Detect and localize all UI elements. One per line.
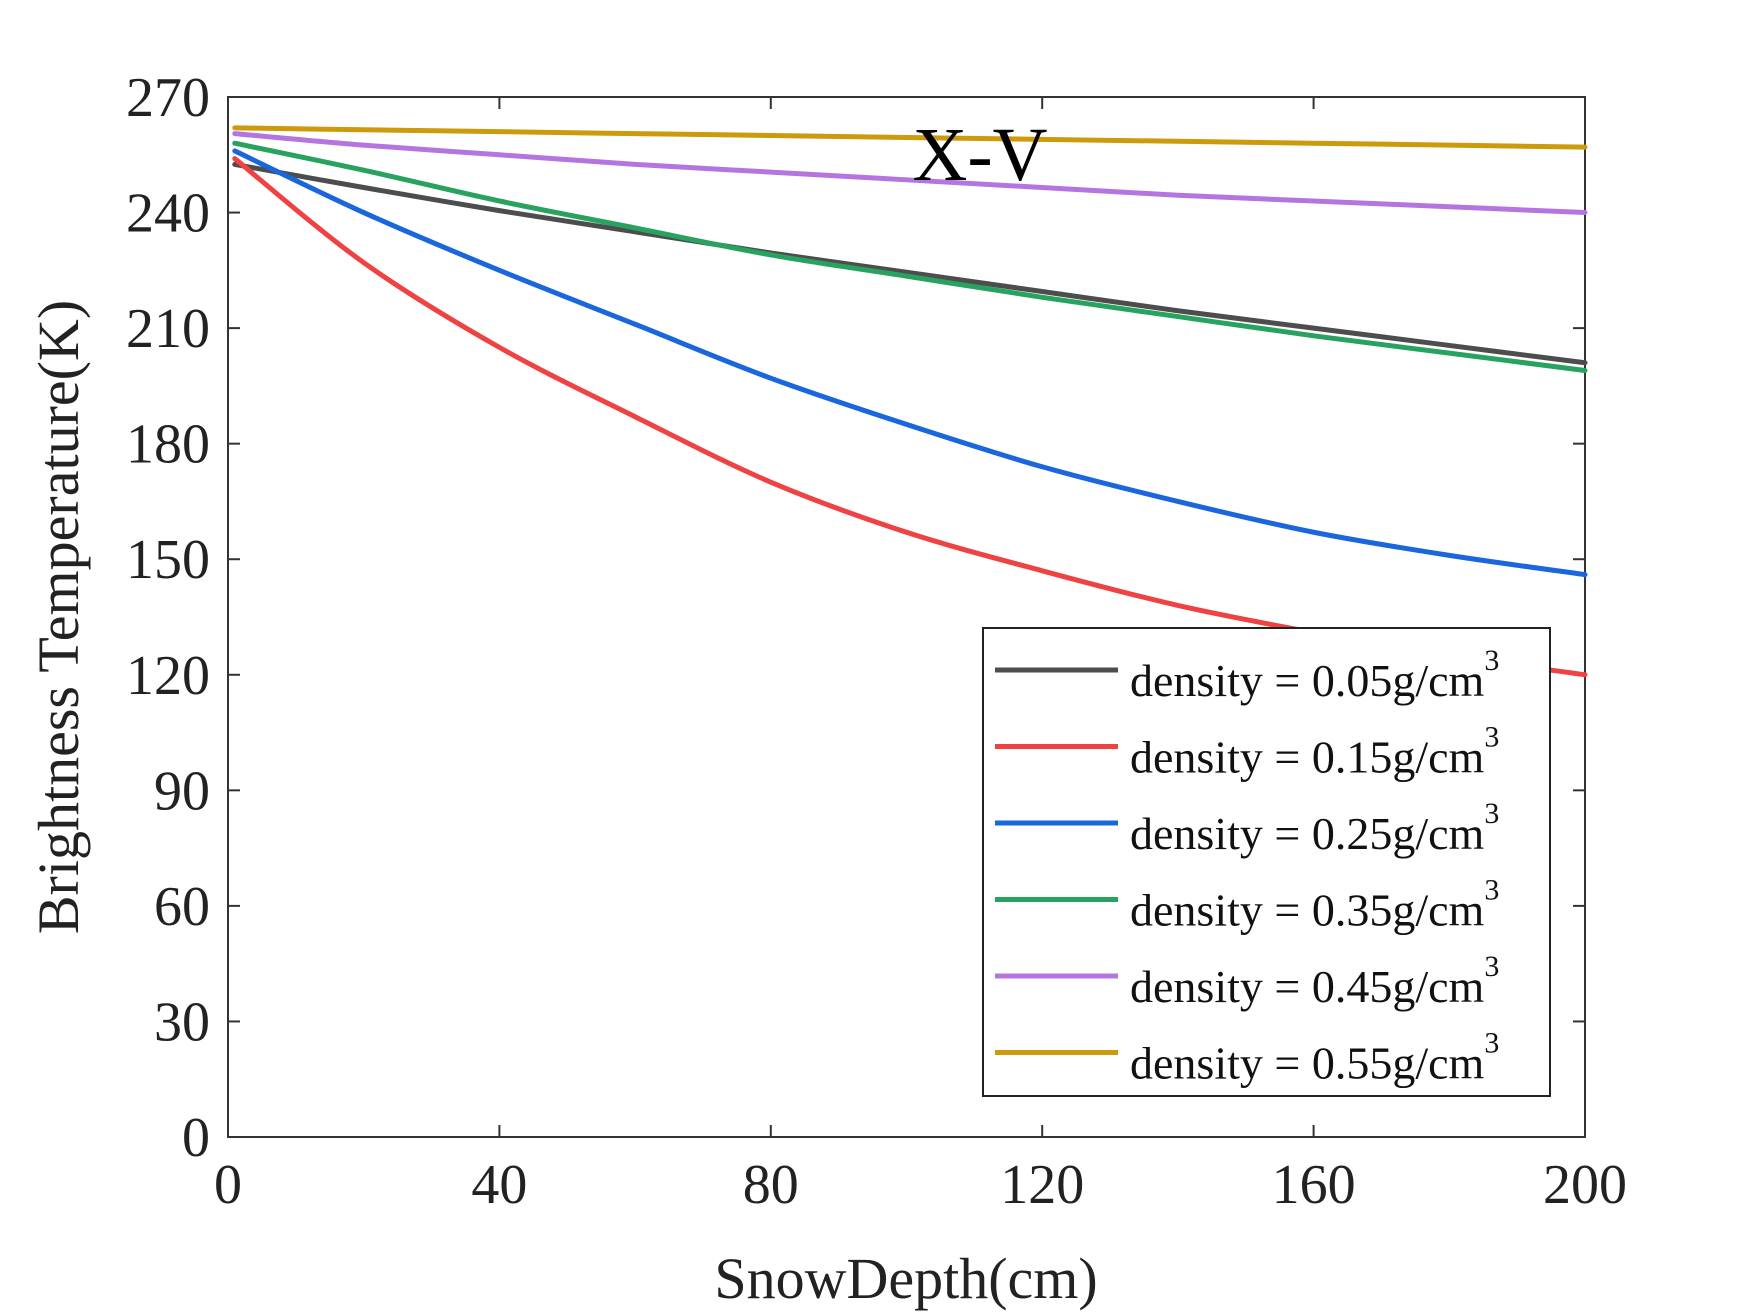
legend-label-text: density = 0.55g/cm [1130, 1038, 1485, 1089]
y-tick-label: 120 [126, 645, 210, 707]
y-tick-label: 180 [126, 414, 210, 476]
x-tick-label: 80 [743, 1154, 799, 1216]
series-line-3 [232, 140, 1588, 373]
legend-label-superscript: 3 [1484, 721, 1499, 754]
y-tick-label: 150 [126, 529, 210, 591]
legend-label-text: density = 0.25g/cm [1130, 808, 1485, 859]
x-tick-label: 200 [1543, 1154, 1627, 1216]
legend-label-text: density = 0.45g/cm [1130, 961, 1485, 1012]
legend-label-0: density = 0.05g/cm3 [1130, 644, 1499, 706]
y-tick-label: 270 [126, 67, 210, 129]
x-tick-label: 160 [1272, 1154, 1356, 1216]
y-tick-label: 240 [126, 183, 210, 245]
chart-annotation: X-V [912, 113, 1047, 197]
y-axis-title: Brightness Temperature(K) [26, 300, 91, 934]
legend-label-1: density = 0.15g/cm3 [1130, 721, 1499, 783]
legend-label-superscript: 3 [1484, 797, 1499, 830]
y-tick-label: 210 [126, 298, 210, 360]
legend-box [982, 627, 1551, 1097]
legend-label-2: density = 0.25g/cm3 [1130, 797, 1499, 859]
legend-label-text: density = 0.15g/cm [1130, 732, 1485, 783]
series-line-4 [232, 131, 1588, 216]
legend-label-superscript: 3 [1484, 1027, 1499, 1060]
y-tick-label: 60 [154, 876, 210, 938]
legend-label-4: density = 0.45g/cm3 [1130, 950, 1499, 1012]
legend-label-superscript: 3 [1484, 874, 1499, 907]
y-tick-label: 90 [154, 760, 210, 822]
x-tick-label: 120 [1000, 1154, 1084, 1216]
legend-label-5: density = 0.55g/cm3 [1130, 1027, 1499, 1089]
series-line-0 [232, 161, 1588, 366]
series-line-2 [232, 148, 1588, 578]
y-tick-label: 0 [182, 1107, 210, 1169]
legend-label-superscript: 3 [1484, 950, 1499, 983]
legend-label-text: density = 0.05g/cm [1130, 655, 1485, 706]
x-axis-title: SnowDepth(cm) [714, 1246, 1097, 1311]
x-tick-label: 40 [471, 1154, 527, 1216]
x-tick-label: 0 [214, 1154, 242, 1216]
ticks: 0 40 80 120 160 200 0 30 60 90 120 150 180 210 240 270 [126, 67, 1627, 1216]
y-tick-label: 30 [154, 991, 210, 1053]
legend-label-text: density = 0.35g/cm [1130, 885, 1485, 936]
legend-label-3: density = 0.35g/cm3 [1130, 874, 1499, 936]
legend-label-superscript: 3 [1484, 644, 1499, 677]
series-line-5 [232, 125, 1588, 150]
